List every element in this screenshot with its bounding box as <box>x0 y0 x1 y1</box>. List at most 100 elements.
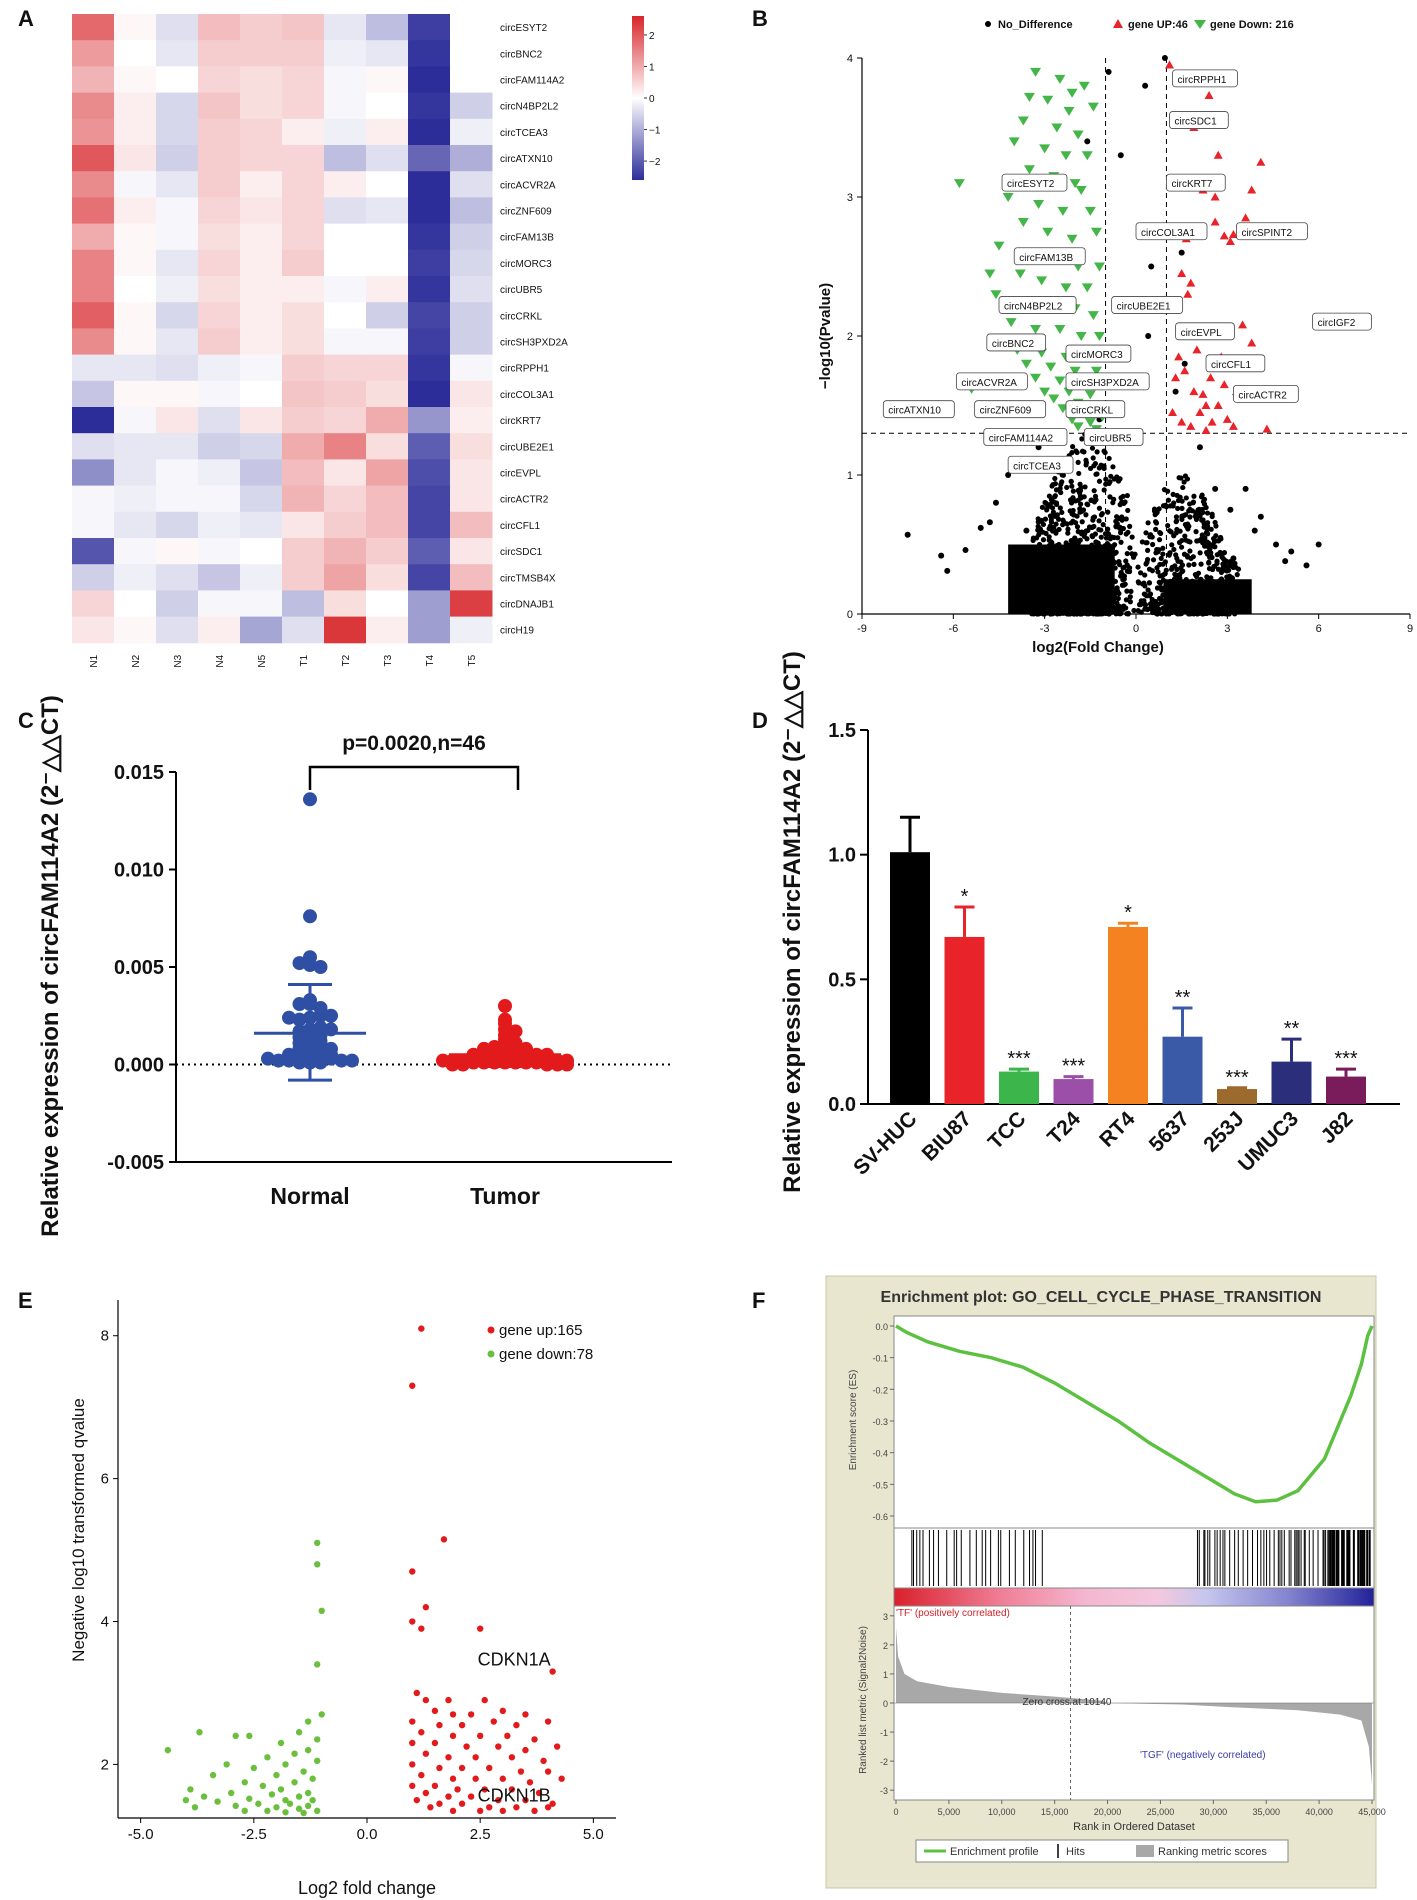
heatmap-row-label: circFAM114A2 <box>500 76 565 87</box>
colorbar <box>632 16 644 180</box>
point-gene-down <box>232 1732 239 1740</box>
point-gene-up <box>436 1800 443 1807</box>
es-y-tick-label: -0.4 <box>872 1449 888 1459</box>
point-no-difference <box>1143 561 1149 567</box>
point-gene-down <box>318 1607 325 1615</box>
heatmap-row-label: circESYT2 <box>500 23 548 34</box>
point-no-difference <box>1200 517 1206 523</box>
point-no-difference <box>904 531 911 538</box>
heatmap-cell <box>240 171 283 198</box>
annotation-box <box>1169 111 1229 129</box>
annotation-box <box>1166 173 1226 192</box>
point-gene-up <box>467 1711 475 1718</box>
y-tick-label: 1.5 <box>828 720 856 742</box>
point-no-difference <box>1180 568 1186 574</box>
heatmap-cell <box>366 302 409 329</box>
point-gene-up <box>418 1625 425 1632</box>
annotation-label: circSH3PXD2A <box>1071 378 1139 389</box>
point-no-difference <box>1046 526 1052 532</box>
heatmap-cell <box>156 354 199 382</box>
point-gene-up <box>458 1721 466 1729</box>
heatmap-cell <box>408 92 451 120</box>
metric-y-tick-label: -2 <box>880 1757 888 1767</box>
heatmap-cell <box>282 433 325 460</box>
point-gene-down <box>1072 422 1084 432</box>
heatmap-cell <box>408 459 451 487</box>
point-no-difference <box>1188 555 1194 562</box>
annotation-label: circFAM13B <box>1019 253 1073 264</box>
point-no-difference <box>1153 598 1159 605</box>
point-no-difference <box>1208 526 1214 532</box>
point-no-difference <box>1089 524 1095 531</box>
point-no-difference <box>1069 483 1075 489</box>
point-gene-down <box>993 241 1005 251</box>
heatmap-cell <box>408 511 451 539</box>
heatmap-cell <box>114 92 157 120</box>
significance-stars: * <box>961 886 969 908</box>
heatmap-cell <box>450 145 493 172</box>
point-no-difference <box>1089 445 1096 451</box>
point-gene-down <box>1048 394 1060 404</box>
point-gene-down <box>318 1711 325 1718</box>
heatmap-cell <box>240 590 283 618</box>
point-no-difference <box>1157 530 1164 537</box>
heatmap-cell <box>240 564 283 591</box>
heatmap-cell <box>72 590 115 618</box>
point-no-difference <box>1209 554 1215 561</box>
colorbar-tick-label: −2 <box>649 157 661 168</box>
heatmap-cell <box>366 616 409 644</box>
point-gene-down <box>1069 179 1081 189</box>
y-tick-label: 0.010 <box>114 860 164 882</box>
point-no-difference <box>1035 523 1041 529</box>
point-no-difference <box>1125 568 1132 575</box>
point-gene-up <box>490 1718 497 1725</box>
point-no-difference <box>1093 539 1099 545</box>
heatmap-cell <box>282 511 325 539</box>
heatmap-cell <box>156 328 199 356</box>
heatmap-cell <box>240 459 283 487</box>
point-gene-up <box>549 1668 556 1675</box>
heatmap-cell <box>366 380 409 408</box>
point-no-difference <box>1182 521 1189 528</box>
point-gene-up <box>513 1721 520 1729</box>
point-no-difference <box>1124 550 1130 557</box>
point-no-difference <box>1043 530 1049 537</box>
point-no-difference <box>1076 470 1082 477</box>
point-tumor <box>466 1055 481 1070</box>
bar-j82 <box>1326 1076 1366 1104</box>
gene-annotation: CDKN1A <box>478 1650 551 1670</box>
heatmap-cell <box>408 171 451 198</box>
point-gene-up <box>499 1807 507 1815</box>
point-gene-up <box>1183 289 1193 298</box>
point-gene-down <box>1042 95 1054 105</box>
heatmap-cell <box>450 433 493 460</box>
point-gene-up <box>409 1761 416 1768</box>
heatmap-cell <box>198 616 241 644</box>
heatmap-cell <box>72 433 115 460</box>
heatmap-cell <box>72 40 115 67</box>
point-no-difference <box>1172 388 1179 395</box>
heatmap-cell <box>366 459 409 487</box>
point-gene-up <box>1238 320 1248 329</box>
heatmap-cell <box>156 511 199 539</box>
x-tick-label: 6 <box>1316 623 1322 635</box>
point-gene-up <box>1186 421 1196 430</box>
legend-label: No_Difference <box>998 19 1073 31</box>
annotation-label: circESYT2 <box>1007 179 1055 190</box>
x-tick-label: -3 <box>1040 623 1050 635</box>
point-gene-up <box>418 1771 425 1779</box>
annotation-label: circEVPL <box>1181 328 1223 339</box>
annotation-label: circACTR2 <box>1238 390 1287 401</box>
legend-marker-up <box>1113 19 1123 28</box>
point-gene-down <box>214 1798 221 1805</box>
heatmap-cell <box>198 118 241 146</box>
point-no-difference <box>1117 530 1124 536</box>
heatmap-cell <box>408 302 451 329</box>
x-tick-label: -6 <box>948 623 958 635</box>
heatmap-cell <box>282 223 325 251</box>
point-no-difference <box>1147 532 1154 538</box>
point-gene-down <box>1030 373 1042 383</box>
point-gene-up <box>499 1707 507 1715</box>
annotation-label: circATXN10 <box>888 406 941 417</box>
x-tick-label: 5.0 <box>583 1826 604 1843</box>
